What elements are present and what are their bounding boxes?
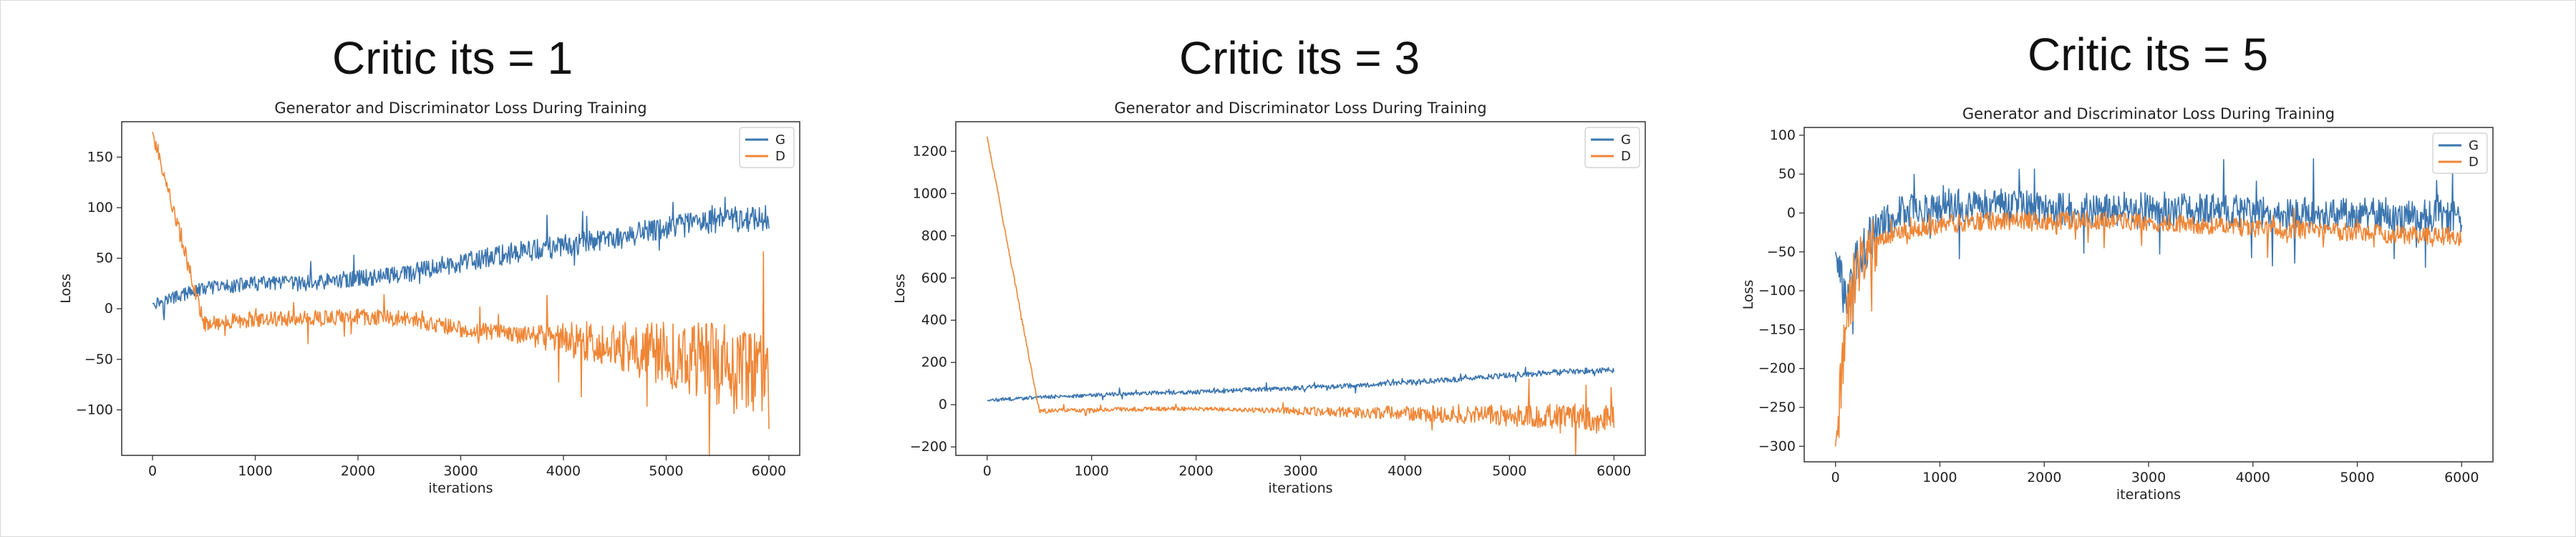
y-tick-label: 50 [96,251,113,266]
legend-label-G: G [775,132,785,147]
x-tick-label: 6000 [752,463,786,479]
legend-box [739,127,795,168]
x-tick-label: 2000 [1178,463,1213,479]
loss-chart: Generator and Discriminator Loss During … [892,100,1646,496]
series-line-D [987,136,1614,456]
y-axis-label: Loss [892,274,908,304]
y-tick-label: −100 [76,402,113,417]
y-tick-label: −50 [1767,244,1796,260]
y-tick-label: −100 [1758,283,1796,299]
y-tick-label: −300 [1758,438,1796,454]
chart-title: Generator and Discriminator Loss During … [1114,100,1486,117]
x-tick-label: 4000 [1388,463,1422,479]
panel-critic-its-1: Critic its = 1 Generator and Discriminat… [58,32,800,496]
x-tick-label: 6000 [2444,470,2479,485]
legend-label-D: D [775,149,785,164]
x-tick-label: 0 [1831,470,1840,485]
y-axis-label: Loss [1740,280,1756,310]
y-tick-label: 0 [1787,205,1796,221]
legend-label-D: D [2469,155,2479,170]
chart-title: Generator and Discriminator Loss During … [274,100,647,117]
y-tick-label: 800 [921,228,947,243]
x-tick-label: 1000 [1075,463,1109,479]
y-tick-label: −200 [910,439,947,455]
x-tick-label: 6000 [1597,463,1631,479]
loss-chart: Generator and Discriminator Loss During … [58,100,800,496]
panel-critic-its-5: Critic its = 5 Generator and Discriminat… [1740,29,2494,503]
x-tick-label: 3000 [1283,463,1317,479]
x-tick-label: 3000 [2131,470,2166,485]
y-axis-label: Loss [58,274,74,304]
y-tick-label: 400 [921,312,947,328]
series-line-G [1834,158,2463,335]
y-tick-label: 100 [87,200,113,216]
panel-heading: Critic its = 1 [332,32,573,84]
y-tick-label: 100 [1770,127,1796,143]
panel-critic-its-3: Critic its = 3 Generator and Discriminat… [892,32,1646,496]
chart-title: Generator and Discriminator Loss During … [1962,105,2335,122]
x-axis-label: iterations [428,480,493,496]
series-line-D [152,131,770,457]
x-axis-label: iterations [2116,487,2181,503]
legend-label-G: G [1621,132,1631,147]
panel-heading: Critic its = 5 [2028,29,2268,80]
x-tick-label: 5000 [649,463,683,479]
legend-box [1584,127,1640,168]
y-tick-label: 200 [921,354,947,370]
y-tick-label: 50 [1778,166,1796,182]
y-tick-label: 150 [87,149,113,165]
x-tick-label: 1000 [1922,470,1957,485]
loss-chart: Generator and Discriminator Loss During … [1740,105,2494,503]
plot-frame [955,121,1646,456]
x-tick-label: 2000 [341,463,375,479]
x-tick-label: 2000 [2027,470,2061,485]
legend-label-D: D [1621,149,1631,164]
plot-frame [1803,127,2494,463]
x-tick-label: 3000 [443,463,478,479]
y-tick-label: −200 [1758,361,1796,377]
x-tick-label: 0 [148,463,157,479]
plot-frame [121,121,800,456]
series-line-G [152,196,770,321]
series-line-D [1834,207,2462,447]
y-tick-label: 0 [939,397,947,412]
y-tick-label: 600 [921,270,947,286]
x-tick-label: 4000 [546,463,581,479]
x-tick-label: 1000 [238,463,272,479]
panel-heading: Critic its = 3 [1179,32,1420,84]
x-axis-label: iterations [1268,480,1332,496]
y-tick-label: 0 [105,301,113,316]
x-tick-label: 5000 [2340,470,2374,485]
series-line-G [987,367,1614,402]
y-tick-label: 1200 [913,143,947,159]
x-tick-label: 5000 [1492,463,1526,479]
legend-box [2432,132,2488,174]
y-tick-label: −250 [1758,400,1796,415]
x-tick-label: 4000 [2236,470,2270,485]
legend-label-G: G [2469,138,2479,153]
x-tick-label: 0 [983,463,992,479]
y-tick-label: 1000 [913,185,947,201]
y-tick-label: −150 [1758,321,1796,337]
y-tick-label: −50 [84,352,113,367]
